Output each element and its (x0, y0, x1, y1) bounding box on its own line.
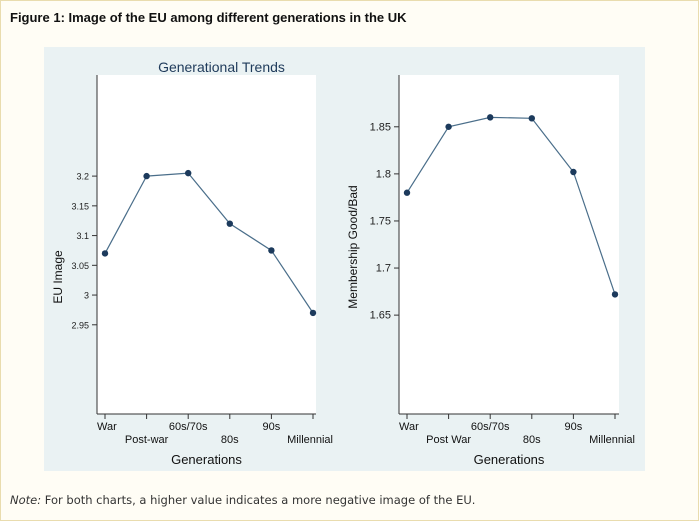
chart-1-ylabel: EU Image (51, 250, 65, 304)
chart-2-data-point (570, 168, 577, 176)
chart-2-plot-area (399, 75, 619, 414)
chart-1-title: Generational Trends (158, 59, 285, 75)
chart-2-data-point (403, 189, 411, 196)
chart-2-data-point (528, 115, 535, 122)
charts-svg: Generational Trends 2.95 3 3.05 3.1 3.15 3.2 EU… (51, 59, 635, 467)
chart-1-data-point (309, 309, 317, 317)
chart-1-data-point (185, 169, 192, 177)
figure-note: Note: For both charts, a higher value in… (10, 493, 475, 507)
chart-2-xtick-label: 60s/70s (471, 421, 510, 433)
chart-2-xtick-label: Millennial (589, 434, 635, 446)
chart-2-xtick-label: 80s (523, 434, 541, 446)
chart-1-xtick-label: 60s/70s (169, 421, 208, 433)
note-label: Note: (10, 493, 42, 507)
chart-2-ytick-label: 1.75 (370, 215, 391, 227)
figure-title: Figure 1: Image of the EU among differen… (10, 10, 407, 25)
chart-1-series-line (104, 172, 314, 314)
chart-2-ylabel: Membership Good/Bad (346, 185, 360, 308)
chart-1-ytick-label: 3 (84, 291, 89, 301)
chart-1-data-point (268, 247, 275, 254)
note-text: For both charts, a higher value indicate… (41, 493, 476, 507)
chart-1-xtick-label: War (97, 421, 117, 433)
chart-2-ytick-label: 1.65 (370, 310, 391, 322)
chart-1-xtick-label: 80s (221, 434, 239, 446)
chart-1-data-point (143, 172, 150, 180)
chart-1-data-point (101, 250, 109, 257)
chart-2-ytick-label: 1.85 (370, 121, 391, 133)
chart-2-xlabel: Generations (474, 452, 545, 467)
chart-2-xtick-label: Post War (426, 434, 471, 446)
chart-1-xtick-label: 90s (263, 421, 281, 433)
chart-1-ytick-label: 3.1 (76, 231, 89, 241)
chart-2-xtick-label: 90s (565, 421, 583, 433)
chart-1-xtick-label: Post-war (125, 434, 169, 446)
chart-2-ytick-label: 1.7 (376, 263, 391, 275)
chart-2-data-point (611, 291, 619, 298)
chart-1-data-point (226, 220, 233, 227)
chart-1-plot-area (97, 75, 316, 414)
chart-1-ytick-label: 3.15 (71, 201, 89, 211)
chart-2-ytick-label: 1.8 (376, 168, 391, 180)
chart-1-xtick-label: Millennial (287, 434, 333, 446)
chart-2-series-line (406, 116, 616, 295)
chart-area: Generational Trends 2.95 3 3.05 3.1 3.15 3.2 EU… (44, 47, 645, 471)
chart-1-ytick-label: 3.2 (76, 172, 89, 182)
chart-2-data-point (445, 123, 452, 130)
chart-1-ytick-label: 2.95 (71, 320, 89, 330)
chart-1-ytick-label: 3.05 (71, 261, 89, 271)
chart-1-xlabel: Generations (171, 452, 242, 467)
chart-2-xtick-label: War (399, 421, 419, 433)
chart-2-data-point (487, 114, 494, 121)
